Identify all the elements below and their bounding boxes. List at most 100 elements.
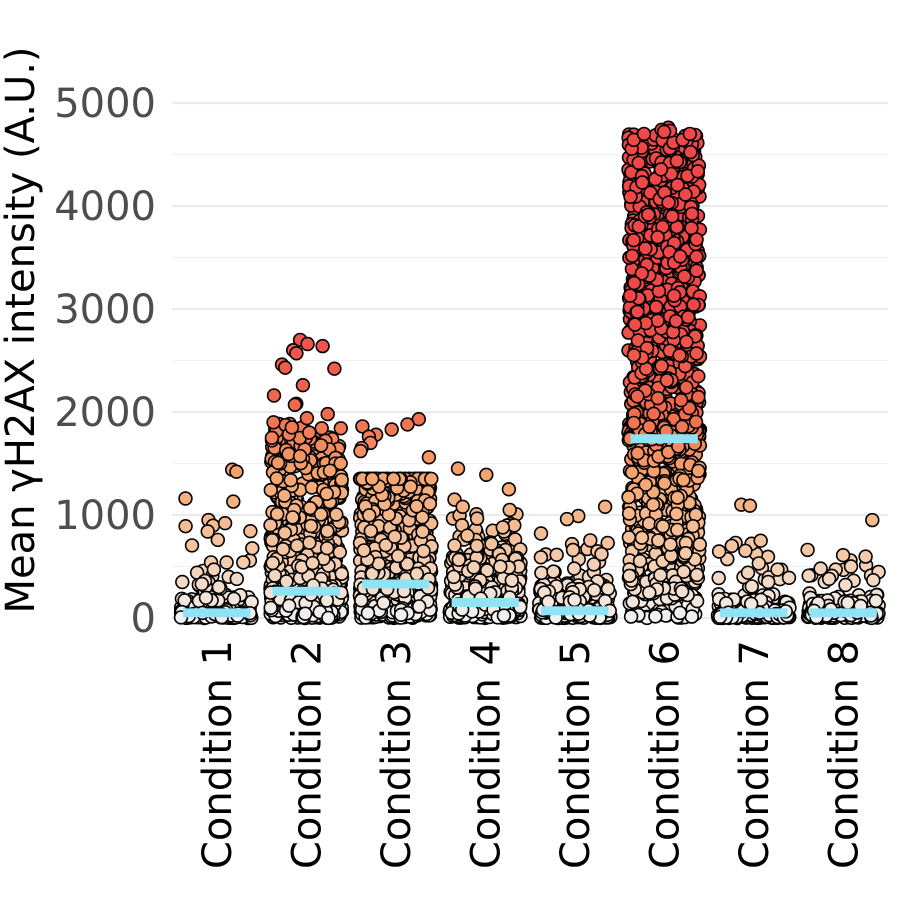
x-tick-label: Condition 3	[374, 640, 420, 869]
data-point	[284, 420, 300, 435]
data-point	[263, 517, 278, 533]
data-point	[299, 411, 315, 426]
data-point	[403, 479, 418, 494]
data-point	[469, 538, 485, 554]
data-point	[656, 124, 672, 140]
data-point	[622, 568, 637, 583]
data-point	[493, 559, 508, 574]
data-point	[281, 598, 297, 613]
data-point	[692, 537, 707, 552]
data-point	[800, 542, 815, 558]
data-point	[635, 175, 650, 190]
data-point	[384, 422, 399, 437]
data-point	[302, 500, 318, 516]
data-point	[760, 574, 776, 590]
data-point	[412, 599, 427, 614]
data-point	[424, 471, 439, 487]
data-point	[365, 471, 380, 487]
data-point	[387, 529, 402, 544]
data-point	[466, 560, 481, 575]
data-point	[178, 518, 193, 534]
data-point	[277, 488, 292, 503]
data-point	[320, 406, 335, 422]
data-point	[670, 490, 685, 505]
data-point	[679, 334, 694, 350]
data-point	[630, 304, 645, 319]
data-point	[770, 562, 785, 577]
data-point	[313, 438, 329, 453]
data-point	[689, 232, 704, 247]
data-point	[625, 594, 640, 610]
data-point	[666, 288, 682, 303]
data-point	[502, 502, 517, 518]
data-point	[393, 607, 409, 622]
data-point	[264, 430, 280, 445]
x-tick-label: Condition 1	[195, 640, 241, 869]
x-tick-label: Condition 6	[642, 640, 688, 869]
data-point	[229, 464, 244, 479]
data-point	[679, 380, 694, 395]
data-point	[781, 570, 797, 585]
y-tick-label: 2000	[54, 390, 156, 436]
data-point	[670, 522, 685, 538]
data-point	[623, 189, 638, 205]
data-point	[685, 518, 701, 534]
data-point	[300, 336, 315, 352]
data-point	[329, 507, 344, 522]
data-point	[653, 567, 668, 583]
data-point	[198, 590, 214, 605]
data-point	[664, 209, 680, 224]
data-point	[691, 369, 706, 384]
data-point	[642, 419, 657, 434]
data-point	[416, 543, 431, 559]
data-point	[226, 591, 242, 607]
data-point	[751, 556, 766, 571]
data-point	[621, 506, 637, 521]
data-point	[236, 555, 251, 570]
data-point	[624, 465, 640, 480]
data-point	[243, 523, 258, 539]
data-point	[689, 249, 704, 264]
data-points	[173, 120, 886, 626]
data-point	[670, 177, 685, 193]
x-axis-ticks: Condition 1 Condition 2 Condition 3 Conditi…	[195, 640, 868, 869]
data-point	[211, 579, 227, 595]
data-point	[672, 249, 688, 264]
data-point	[641, 207, 656, 222]
data-point	[334, 472, 349, 488]
data-point	[353, 443, 368, 459]
data-point	[566, 561, 582, 576]
data-point	[507, 518, 522, 533]
data-point	[305, 555, 320, 571]
data-point	[868, 593, 884, 609]
data-point	[753, 533, 768, 548]
data-point	[689, 263, 704, 278]
data-point	[541, 594, 556, 609]
data-point	[858, 549, 873, 564]
data-point	[504, 573, 519, 588]
data-point	[648, 299, 664, 315]
data-point	[680, 310, 696, 325]
data-point	[354, 593, 369, 608]
data-point	[631, 155, 646, 171]
data-point	[206, 562, 222, 577]
x-tick-label: Condition 7	[732, 640, 778, 869]
data-point	[303, 518, 319, 534]
data-point	[641, 516, 657, 531]
data-point	[469, 511, 485, 526]
data-point	[724, 538, 739, 554]
data-point	[298, 606, 313, 621]
data-point	[265, 532, 280, 548]
x-tick-label: Condition 5	[553, 640, 599, 869]
data-point	[621, 490, 636, 505]
data-point	[460, 528, 475, 543]
data-point	[319, 540, 335, 556]
data-point	[838, 577, 853, 593]
data-point	[642, 585, 657, 600]
data-point	[549, 547, 564, 562]
data-point	[690, 164, 705, 179]
data-point	[304, 480, 320, 495]
data-point	[217, 515, 233, 531]
